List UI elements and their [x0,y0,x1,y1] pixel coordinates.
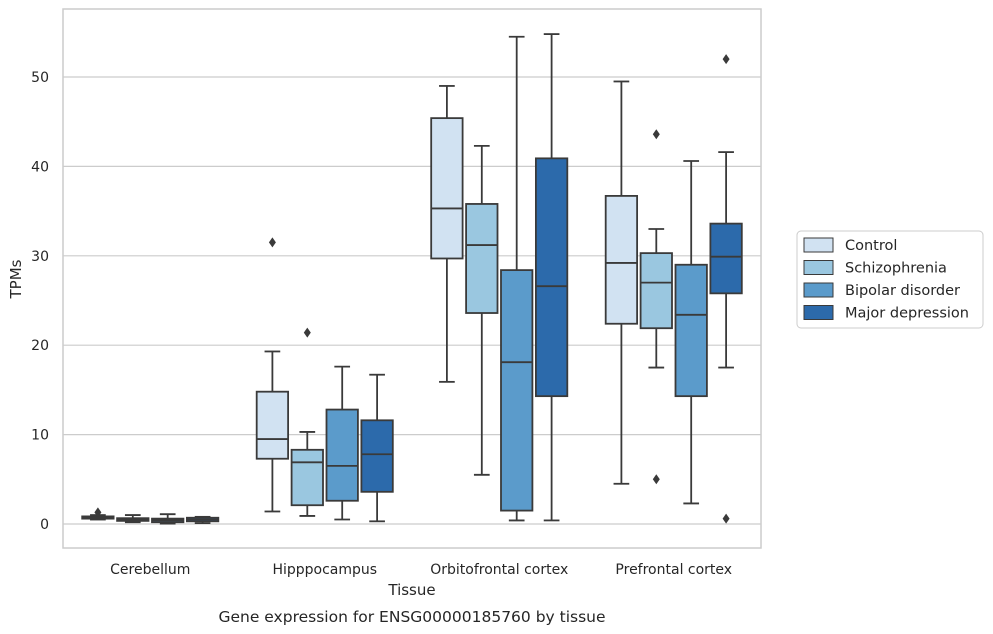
box-body [500,269,534,512]
legend-swatch [803,282,834,298]
box [185,515,220,525]
box-body [674,263,708,398]
chart-caption: Gene expression for ENSG00000185760 by t… [218,608,605,626]
legend-label: Schizophrenia [845,261,947,277]
box [709,54,743,524]
y-tick-label: 30 [31,249,49,265]
outlier-point [722,513,730,524]
box-body [325,408,359,502]
grid-lines [63,76,761,525]
legend-label: Bipolar disorder [845,283,960,299]
box-body [604,195,639,325]
box [674,160,708,505]
y-tick-label: 40 [31,159,49,175]
x-tick-label: Orbitofrontal cortex [430,562,568,578]
legend-label: Major depression [845,306,969,322]
y-tick-label: 20 [31,338,49,354]
box [290,327,324,517]
legend: Control Schizophrenia Bipolar disorder Majo… [796,230,984,329]
box [465,144,499,476]
legend-frame [796,230,984,329]
box [151,513,185,525]
box [430,85,464,383]
outlier-point [652,129,660,140]
outlier-point [268,237,276,248]
legend-label: Control [845,238,897,254]
y-tick-labels: 0 10 20 30 40 50 [31,70,49,533]
outlier-point [722,54,730,65]
x-axis-label: Tissue [387,581,435,599]
y-tick-label: 50 [31,70,49,86]
y-tick-label: 10 [31,428,49,444]
y-tick-label: 0 [40,517,49,533]
x-tick-label: Cerebellum [110,562,190,578]
outlier-point [303,327,311,338]
box [500,35,534,522]
x-tick-labels: Cerebellum Hipppocampus Orbitofrontal cort… [110,562,732,578]
box-body [255,390,290,460]
legend-swatch [803,237,834,253]
box [255,237,290,513]
legend-swatch [803,305,834,320]
box [325,365,359,521]
box-body [360,419,394,493]
boxes-layer [81,33,743,525]
outlier-point [652,474,660,485]
box-body [290,448,324,507]
box [360,373,394,523]
box-body [465,203,499,314]
box [534,33,569,522]
box [639,129,673,485]
box [604,80,639,485]
box-body [639,252,673,330]
box [116,514,150,524]
outlier-point [94,507,102,518]
y-axis-label: TPMs [7,259,25,299]
x-tick-label: Prefrontal cortex [615,562,732,578]
box-body [534,157,569,398]
legend-swatch [803,260,834,275]
box-body [430,117,464,260]
box-body [709,222,743,295]
box [81,507,115,521]
x-tick-label: Hipppocampus [272,562,377,578]
